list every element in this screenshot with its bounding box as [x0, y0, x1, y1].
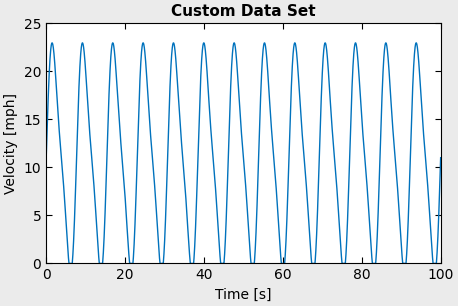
Title: Custom Data Set: Custom Data Set	[171, 4, 316, 19]
X-axis label: Time [s]: Time [s]	[215, 288, 272, 302]
Y-axis label: Velocity [mph]: Velocity [mph]	[4, 93, 18, 194]
